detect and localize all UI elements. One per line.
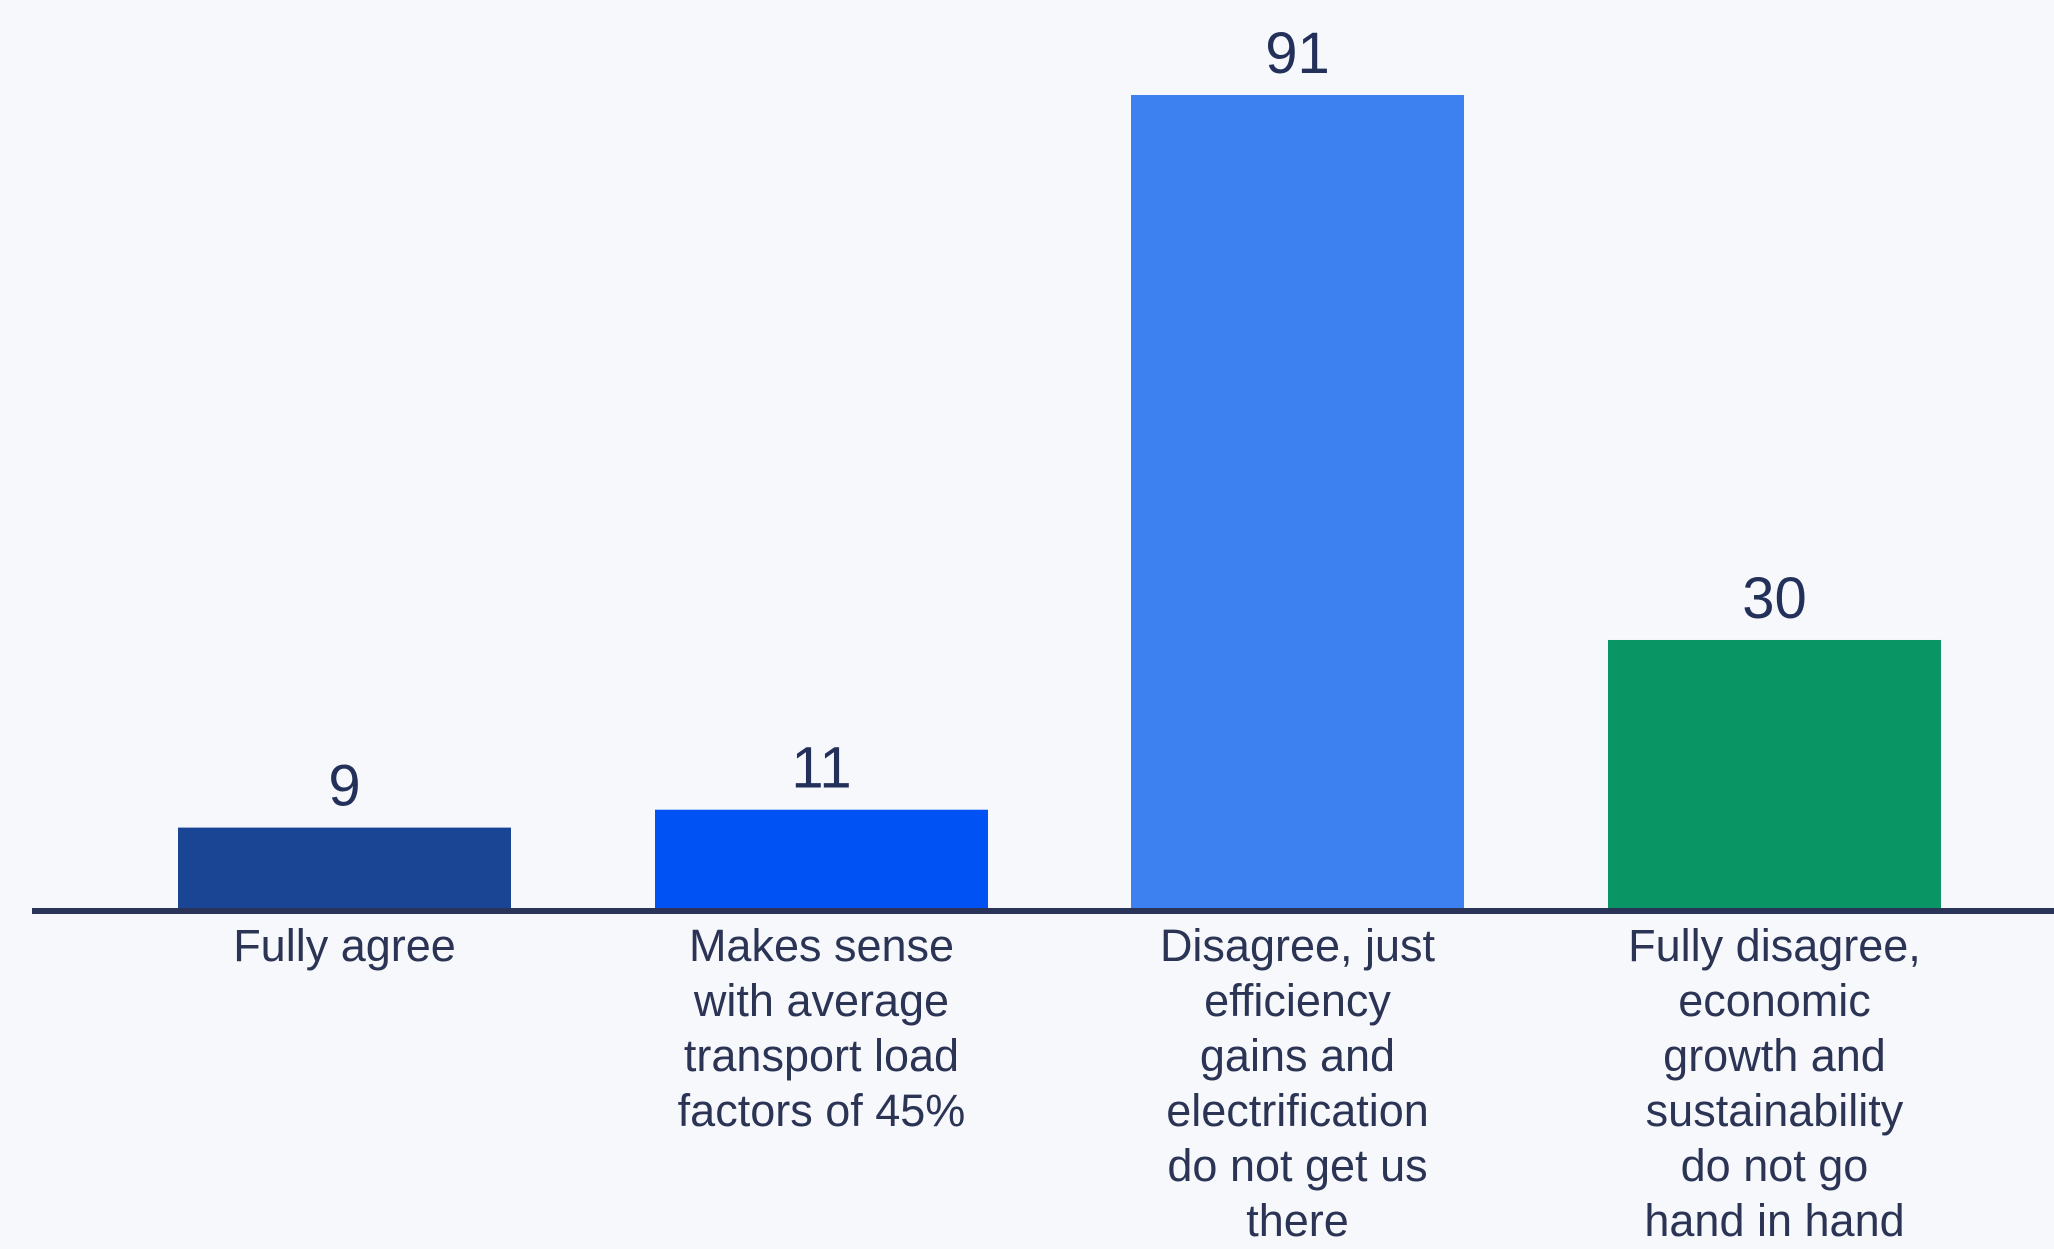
category-label-line: Disagree, just	[1159, 920, 1436, 971]
data-label-3: 91	[1265, 21, 1330, 86]
category-label-line: Makes sense	[688, 920, 955, 971]
data-label-4: 30	[1742, 566, 1807, 631]
bar-2	[655, 809, 988, 908]
category-label-line: factors of 45%	[677, 1085, 966, 1136]
category-label-line: there	[1246, 1195, 1349, 1246]
category-label-line: transport load	[683, 1030, 960, 1081]
category-label-line: electrification	[1166, 1085, 1429, 1136]
category-label-line: efficiency	[1204, 975, 1391, 1026]
category-label-line: do not go	[1680, 1140, 1869, 1191]
bar-1	[178, 827, 511, 908]
category-label-line: economic	[1678, 975, 1871, 1026]
category-label-1: Fully agree	[135, 918, 555, 973]
category-label-line: sustainability	[1645, 1085, 1904, 1136]
category-label-3: Disagree, just efficiency gains and electri…	[1088, 918, 1508, 1248]
category-label-line: with average	[693, 975, 950, 1026]
category-label-2: Makes sense with average transport load fac…	[612, 918, 1032, 1138]
category-label-4: Fully disagree, economic growth and sustain…	[1565, 918, 1985, 1248]
category-label-line: growth and	[1663, 1030, 1886, 1081]
category-label-line: do not get us	[1167, 1140, 1428, 1191]
category-label-line: Fully agree	[233, 920, 456, 971]
category-label-line: hand in hand	[1644, 1195, 1905, 1246]
category-label-line: Fully disagree,	[1628, 920, 1921, 971]
data-label-2: 11	[791, 736, 851, 801]
data-label-1: 9	[328, 754, 360, 819]
bars-group	[178, 95, 1941, 908]
bar-3	[1131, 95, 1464, 908]
value-labels-group: 9 11 91 30	[328, 21, 1806, 819]
category-label-line: gains and	[1199, 1030, 1396, 1081]
bar-4	[1608, 639, 1941, 908]
